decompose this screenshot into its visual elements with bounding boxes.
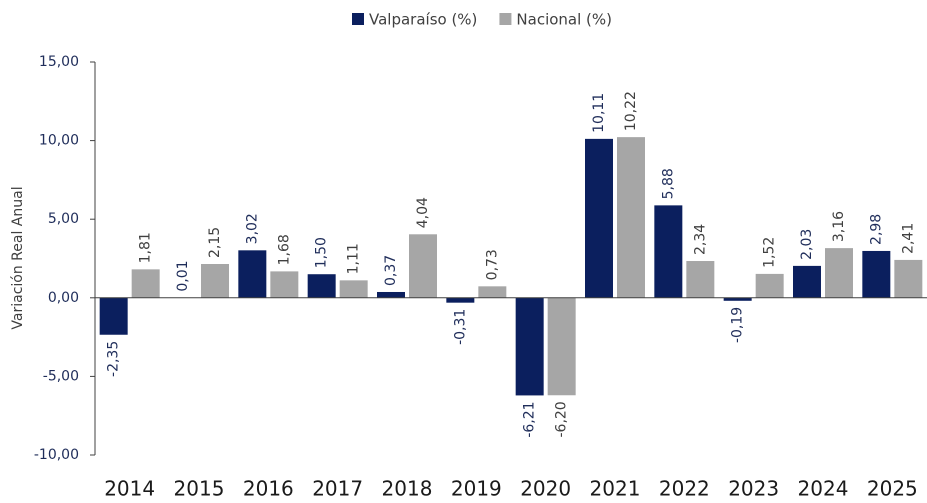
y-tick-label: 10,00 bbox=[39, 133, 79, 149]
x-tick-label: 2025 bbox=[867, 477, 918, 501]
bar bbox=[547, 297, 576, 396]
data-label: 0,37 bbox=[383, 255, 399, 286]
data-label: 3,16 bbox=[831, 211, 847, 242]
bar bbox=[446, 297, 475, 303]
x-tick-label: 2020 bbox=[520, 477, 571, 501]
data-label: -6,21 bbox=[522, 401, 538, 437]
data-label: 1,52 bbox=[762, 237, 778, 268]
bar bbox=[723, 297, 752, 301]
y-tick-label: 5,00 bbox=[48, 211, 79, 227]
x-tick-label: 2014 bbox=[104, 477, 155, 501]
data-label: 1,81 bbox=[138, 232, 154, 263]
data-label: 0,73 bbox=[484, 249, 500, 280]
bar bbox=[307, 274, 336, 298]
x-tick-label: 2023 bbox=[728, 477, 779, 501]
data-label: 5,88 bbox=[660, 168, 676, 199]
data-label: -0,19 bbox=[730, 307, 746, 343]
x-tick-label: 2021 bbox=[590, 477, 641, 501]
bar bbox=[755, 273, 784, 298]
bar bbox=[686, 261, 715, 298]
data-label: 2,41 bbox=[900, 223, 916, 254]
data-label: 1,50 bbox=[314, 237, 330, 268]
bar bbox=[409, 234, 437, 298]
x-tick-label: 2016 bbox=[243, 477, 294, 501]
data-label: 2,15 bbox=[207, 227, 223, 258]
bar bbox=[617, 137, 645, 298]
bar bbox=[131, 269, 160, 298]
legend-label: Nacional (%) bbox=[516, 11, 612, 29]
bar bbox=[377, 291, 405, 298]
bar bbox=[201, 264, 229, 298]
y-tick-label: -10,00 bbox=[34, 447, 79, 463]
legend-label: Valparaíso (%) bbox=[369, 11, 477, 29]
bar bbox=[99, 297, 128, 335]
bar bbox=[894, 259, 923, 298]
y-tick-label: -5,00 bbox=[43, 368, 79, 384]
x-tick-label: 2017 bbox=[312, 477, 363, 501]
bar bbox=[238, 250, 267, 298]
bar bbox=[793, 265, 821, 298]
bar bbox=[825, 248, 853, 298]
data-label: 4,04 bbox=[415, 197, 431, 228]
legend-swatch bbox=[352, 13, 364, 25]
bar bbox=[654, 205, 683, 298]
x-tick-label: 2019 bbox=[451, 477, 502, 501]
bar bbox=[585, 138, 613, 298]
bar bbox=[270, 271, 299, 298]
x-tick-label: 2015 bbox=[174, 477, 225, 501]
data-label: -6,20 bbox=[554, 401, 570, 437]
bar bbox=[478, 286, 507, 298]
y-tick-label: 15,00 bbox=[39, 54, 79, 70]
data-label: 10,11 bbox=[591, 93, 607, 133]
data-label: 2,34 bbox=[692, 224, 708, 255]
data-label: 2,03 bbox=[799, 229, 815, 260]
bar bbox=[862, 250, 891, 298]
data-label: -2,35 bbox=[106, 341, 122, 377]
data-label: 10,22 bbox=[623, 91, 639, 131]
legend-swatch bbox=[499, 13, 512, 25]
x-tick-label: 2024 bbox=[798, 477, 849, 501]
x-tick-label: 2018 bbox=[382, 477, 433, 501]
data-label: -0,31 bbox=[452, 309, 468, 345]
data-label: 3,02 bbox=[244, 213, 260, 244]
bar bbox=[515, 297, 544, 396]
data-label: 1,11 bbox=[346, 243, 362, 274]
data-label: 1,68 bbox=[276, 234, 292, 265]
y-axis-label: Variación Real Anual bbox=[10, 186, 26, 329]
bar bbox=[339, 280, 368, 298]
y-tick-label: 0,00 bbox=[48, 290, 79, 306]
data-label: 0,01 bbox=[175, 260, 191, 291]
x-tick-label: 2022 bbox=[659, 477, 710, 501]
data-label: 2,98 bbox=[868, 214, 884, 245]
